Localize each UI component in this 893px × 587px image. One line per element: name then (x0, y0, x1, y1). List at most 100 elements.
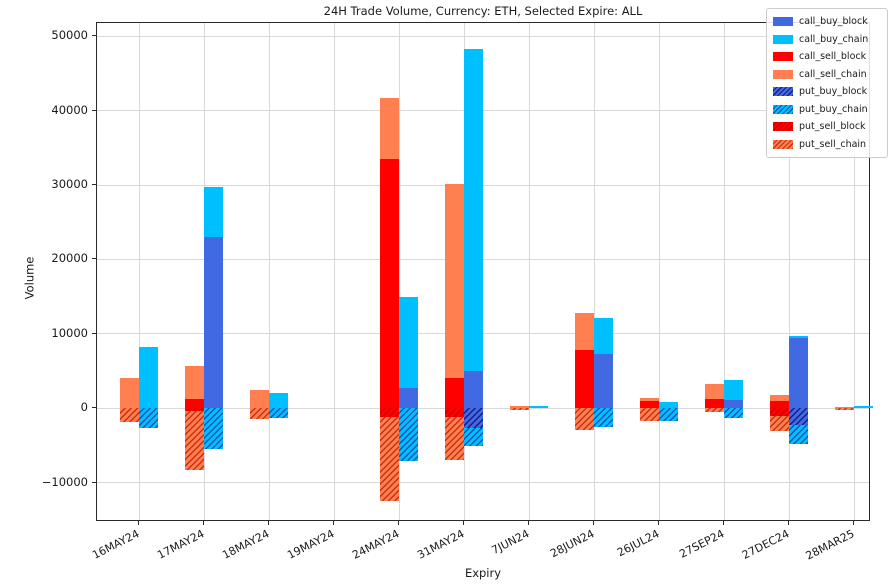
bar-call_buy_block-28JUN24 (594, 353, 613, 409)
bar-call_buy_block-31MAY24 (464, 371, 483, 409)
bar-call_buy_block-27DEC24 (789, 338, 808, 409)
legend-label-put_buy_block: put_buy_block (799, 86, 868, 98)
y-tick-label: 50000 (51, 28, 88, 43)
legend-label-call_buy_chain: call_buy_chain (799, 33, 869, 45)
y-tick-mark (92, 407, 96, 409)
bar-call_sell_block-26JUL24 (640, 400, 659, 409)
legend: call_buy_block call_buy_chain call_sell_bl… (766, 8, 888, 158)
gridline-h (97, 333, 869, 335)
bar-call_buy_block-27SEP24 (724, 400, 743, 409)
gridline-h (97, 110, 869, 112)
bar-put_buy_chain-27DEC24 (789, 424, 808, 444)
gridline-h (97, 258, 869, 260)
y-tick-label: −10000 (41, 474, 88, 489)
x-tick-mark (788, 521, 789, 525)
bar-call_sell_block-24MAY24 (380, 159, 399, 409)
plot-area (96, 22, 873, 521)
bar-put_sell_chain-7JUN24 (510, 408, 529, 410)
bar-put_buy_chain-31MAY24 (464, 428, 483, 447)
y-tick-mark (92, 35, 96, 37)
y-tick-mark (92, 481, 96, 483)
y-tick-mark (92, 332, 96, 334)
gridline-v (853, 23, 855, 520)
x-tick-mark (268, 521, 269, 525)
bar-call_buy_chain-27SEP24 (724, 379, 743, 401)
x-tick-mark (853, 521, 854, 525)
bar-call_sell_block-27SEP24 (705, 398, 724, 409)
bar-call_sell_block-17MAY24 (185, 398, 204, 409)
bar-put_buy_chain-17MAY24 (204, 408, 223, 450)
legend-swatch-put_sell_block (773, 122, 793, 132)
bar-put_sell_chain-31MAY24 (445, 417, 464, 461)
legend-swatch-call_buy_block (773, 17, 793, 27)
legend-label-call_sell_chain: call_sell_chain (799, 68, 867, 80)
bar-call_buy_chain-18MAY24 (269, 393, 288, 409)
legend-swatch-put_buy_block (773, 87, 793, 97)
y-tick-mark (92, 184, 96, 186)
gridline-v (723, 23, 725, 520)
gridline-h (97, 35, 869, 37)
bar-call_sell_chain-17MAY24 (185, 365, 204, 399)
bar-put_sell_chain-28MAR25 (835, 408, 854, 410)
gridline-v (333, 23, 335, 520)
bar-put_buy_chain-26JUL24 (659, 408, 678, 421)
bar-put_sell_block-27DEC24 (770, 408, 789, 416)
legend-swatch-call_sell_block (773, 52, 793, 62)
x-tick-mark (528, 521, 529, 525)
bar-put_sell_chain-26JUL24 (640, 408, 659, 421)
legend-item-put_buy_block: put_buy_block (773, 83, 881, 101)
bar-put_sell_chain-27DEC24 (770, 415, 789, 431)
gridline-v (788, 23, 790, 520)
bar-call_sell_chain-26JUL24 (640, 397, 659, 401)
bar-call_sell_chain-27DEC24 (770, 394, 789, 401)
bar-call_buy_block-17MAY24 (204, 237, 223, 409)
x-tick-mark (398, 521, 399, 525)
legend-item-call_sell_chain: call_sell_chain (773, 66, 881, 84)
bar-put_sell_block-31MAY24 (445, 408, 464, 418)
y-tick-mark (92, 109, 96, 111)
bar-call_sell_chain-16MAY24 (120, 377, 139, 409)
bar-call_sell_block-31MAY24 (445, 378, 464, 409)
y-tick-label: 10000 (51, 325, 88, 340)
bar-call_buy_chain-31MAY24 (464, 49, 483, 372)
legend-label-put_buy_chain: put_buy_chain (799, 103, 868, 115)
bar-call_sell_chain-31MAY24 (445, 183, 464, 379)
legend-swatch-put_sell_chain (773, 139, 793, 149)
legend-swatch-put_buy_chain (773, 104, 793, 114)
x-tick-mark (203, 521, 204, 525)
gridline-v (268, 23, 270, 520)
x-tick-mark (593, 521, 594, 525)
x-tick-mark (333, 521, 334, 525)
legend-label-put_sell_block: put_sell_block (799, 121, 866, 133)
bar-call_buy_chain-7JUN24 (529, 405, 548, 409)
legend-item-put_buy_chain: put_buy_chain (773, 101, 881, 119)
bar-put_sell_block-24MAY24 (380, 408, 399, 418)
gridline-v (528, 23, 530, 520)
y-tick-label: 40000 (51, 102, 88, 117)
legend-swatch-call_buy_chain (773, 34, 793, 44)
legend-label-call_sell_block: call_sell_block (799, 51, 867, 63)
legend-item-put_sell_block: put_sell_block (773, 118, 881, 136)
x-axis-label: Expiry (464, 566, 502, 580)
bar-put_sell_block-17MAY24 (185, 408, 204, 412)
gridline-h (97, 482, 869, 484)
gridline-h (97, 184, 869, 186)
bar-call_sell_chain-18MAY24 (250, 389, 269, 409)
bar-put_buy_chain-18MAY24 (269, 408, 288, 418)
legend-item-call_buy_block: call_buy_block (773, 13, 881, 31)
bar-call_sell_chain-28JUN24 (575, 313, 594, 351)
bar-call_sell_chain-28MAR25 (835, 406, 854, 409)
y-tick-label: 30000 (51, 177, 88, 192)
bar-call_buy_chain-27DEC24 (789, 336, 808, 339)
bar-put_sell_chain-27SEP24 (705, 408, 724, 412)
bar-put_buy_chain-28JUN24 (594, 408, 613, 427)
legend-swatch-call_sell_chain (773, 69, 793, 79)
bar-call_buy_chain-16MAY24 (139, 347, 158, 409)
x-tick-mark (463, 521, 464, 525)
legend-item-put_sell_chain: put_sell_chain (773, 136, 881, 154)
legend-item-call_buy_chain: call_buy_chain (773, 31, 881, 49)
bar-put_sell_chain-16MAY24 (120, 408, 139, 423)
y-tick-mark (92, 258, 96, 260)
x-tick-mark (658, 521, 659, 525)
